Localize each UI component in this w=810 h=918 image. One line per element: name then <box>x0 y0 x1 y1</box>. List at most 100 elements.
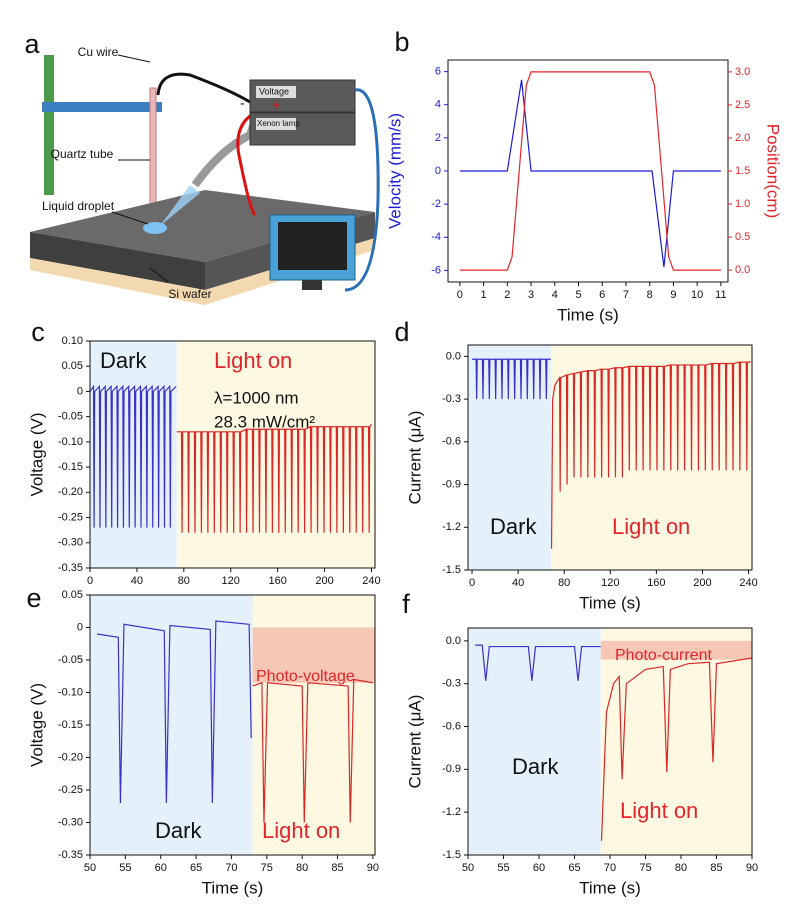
region <box>90 341 177 568</box>
y2-tick-label: 1.5 <box>735 165 750 177</box>
wafer-top <box>30 190 375 262</box>
y-axis-label: Voltage (V) <box>27 683 46 767</box>
y-tick-label: -0.05 <box>58 411 83 423</box>
y-tick-label: -0.30 <box>58 537 83 549</box>
series-line <box>459 71 721 271</box>
voltage-panel <box>256 86 296 98</box>
x-tick-label: 65 <box>568 862 580 874</box>
series-line <box>459 79 721 268</box>
y-tick-label: -6 <box>431 264 441 276</box>
x-tick-label: 7 <box>623 289 629 301</box>
y-tick-label: -0.10 <box>58 436 83 448</box>
panel: 0 1 2 3 4 5 6 7 8 9 10 11 -6 -4 -2 0 2 4 6 0.0 0.5 1.0 1.5 2.0 2… <box>385 27 782 324</box>
y-axis-label: Voltage (V) <box>27 412 46 496</box>
region-label: Light on <box>214 348 292 373</box>
diagram-label: Voltage <box>259 86 289 96</box>
region-label: Dark <box>155 818 202 843</box>
region <box>90 595 253 855</box>
x-axis-label: Time (s) <box>557 305 619 324</box>
panel-letter: f <box>402 589 410 619</box>
y-tick-label: -0.20 <box>58 486 83 498</box>
y2-tick-label: 2.0 <box>735 132 750 144</box>
x-tick-label: 65 <box>190 862 202 874</box>
x-tick-label: 6 <box>599 289 605 301</box>
x-tick-label: 85 <box>331 862 343 874</box>
y-axis-label: Current (μA) <box>405 411 424 505</box>
plot-frame <box>89 340 376 569</box>
x-tick-label: 75 <box>639 862 651 874</box>
x-tick-label: 120 <box>601 577 619 589</box>
diagram-label: + <box>272 97 280 113</box>
x-tick-label: 40 <box>512 577 524 589</box>
y-tick-label: 0.0 <box>446 350 461 362</box>
x-axis-label: Time (s) <box>579 593 641 612</box>
x-tick-label: 2 <box>504 289 510 301</box>
y-tick-label: -0.15 <box>58 461 83 473</box>
y-tick-label: 0.05 <box>62 589 83 601</box>
band-label: Photo-current <box>615 647 712 664</box>
panel-letter: c <box>31 317 45 347</box>
series-line <box>475 644 601 681</box>
y-tick-label: 0.05 <box>62 360 83 372</box>
x-tick-label: 9 <box>670 289 676 301</box>
y-tick-label: -0.35 <box>58 849 83 861</box>
diagram-label: - <box>240 95 245 111</box>
lamp-panel <box>256 118 296 130</box>
panel-letter: a <box>24 29 40 59</box>
region-label: Dark <box>512 754 559 779</box>
diagram-label: Si wafer <box>168 287 211 301</box>
x-tick-label: 240 <box>739 577 757 589</box>
monitor-screen <box>278 222 347 270</box>
y-tick-label: -0.6 <box>442 720 461 732</box>
x-tick-label: 11 <box>715 289 726 301</box>
x-tick-label: 80 <box>178 575 190 587</box>
panel: Photo-current Dark Light on 50 55 60 65 70 75 80 8… <box>402 589 758 897</box>
y-tick-label: -2 <box>431 198 441 210</box>
setup-diagram: a Cu wire Quartz tube Liquid droplet Si … <box>24 29 380 305</box>
series-line <box>89 384 177 528</box>
y-tick-label: 2 <box>435 132 441 144</box>
y-tick-label: 6 <box>435 66 441 78</box>
region <box>600 628 752 855</box>
x-tick-label: 55 <box>497 862 509 874</box>
light-beam <box>160 185 200 226</box>
diagram-label: Cu wire <box>78 45 119 59</box>
monitor-stand <box>302 280 322 290</box>
band-label: Photo-voltage <box>256 668 355 685</box>
x-tick-label: 50 <box>462 862 474 874</box>
clamp-arm <box>42 102 162 112</box>
series-line <box>550 361 751 549</box>
panel: Photo-voltage Dark Light on 50 55 60 65 70 75 80 8… <box>26 583 379 897</box>
leader <box>117 54 151 63</box>
x-tick-label: 8 <box>647 289 653 301</box>
wafer-front <box>30 232 205 290</box>
x-tick-label: 80 <box>558 577 570 589</box>
signal-wire <box>344 88 380 292</box>
panel-letter: e <box>26 583 41 613</box>
y2-tick-label: 3.0 <box>735 66 750 78</box>
x-tick-label: 240 <box>362 575 380 587</box>
y-tick-label: 0 <box>435 165 441 177</box>
y-tick-label: -1.2 <box>442 806 461 818</box>
y-tick-label: -0.30 <box>58 816 83 828</box>
x-tick-label: 85 <box>710 862 722 874</box>
x-tick-label: 60 <box>155 862 167 874</box>
x-tick-label: 160 <box>268 575 286 587</box>
panel-letter: d <box>394 317 409 347</box>
x-tick-label: 90 <box>367 862 379 874</box>
leader <box>111 211 149 225</box>
x-tick-label: 3 <box>528 289 534 301</box>
y-tick-label: -0.6 <box>442 436 461 448</box>
region <box>468 628 601 855</box>
panel: Dark Light on 0 40 80 120 160 200 240 0.0 -0.3 -0.6… <box>394 317 757 612</box>
x-tick-label: 80 <box>675 862 687 874</box>
series-line <box>252 678 373 823</box>
y-tick-label: -0.35 <box>58 562 83 574</box>
x-tick-label: 75 <box>261 862 273 874</box>
x-tick-label: 0 <box>87 575 93 587</box>
region-label: Light on <box>612 514 690 539</box>
red-wire <box>236 106 266 217</box>
region-label: Dark <box>100 348 147 373</box>
y2-tick-label: 2.5 <box>735 99 750 111</box>
